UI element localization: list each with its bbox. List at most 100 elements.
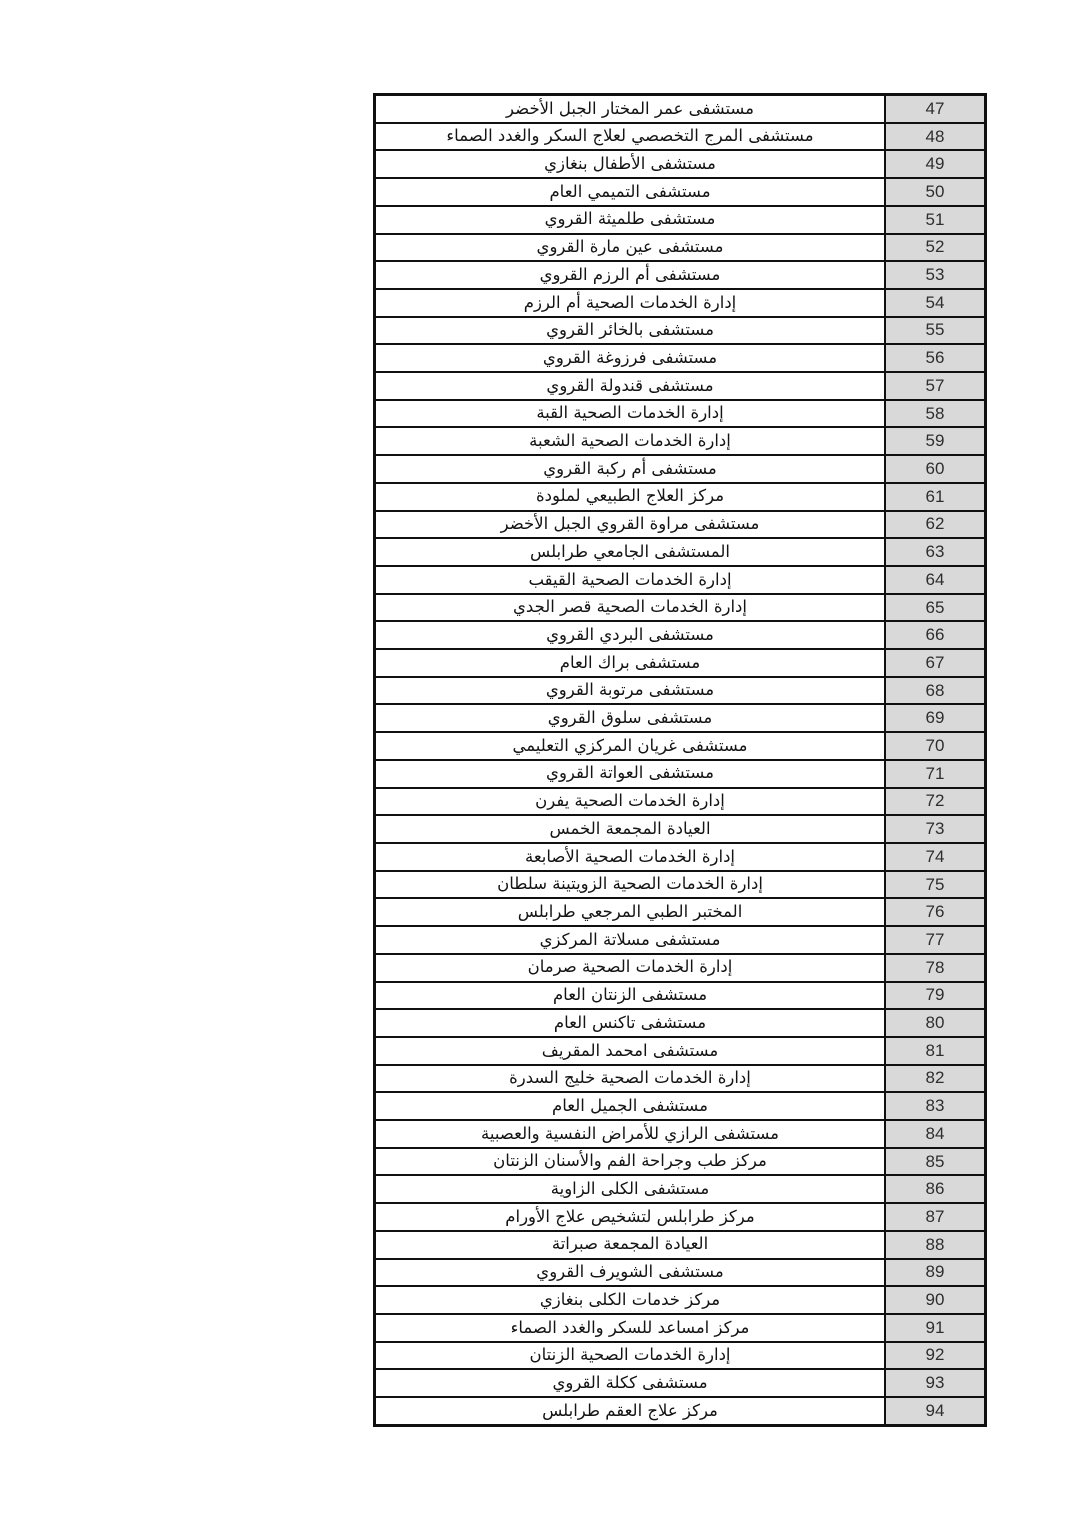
- facility-name-cell: المستشفى الجامعي طرابلس: [376, 539, 884, 565]
- facility-name-cell: مركز علاج العقم طرابلس: [376, 1398, 884, 1424]
- facility-name-cell: مستشفى أم ركبة القروي: [376, 456, 884, 482]
- row-number-cell: 50: [884, 179, 984, 205]
- table-row: المستشفى الجامعي طرابلس 63: [376, 539, 984, 567]
- table-row: مركز امساعد للسكر والغدد الصماء 91: [376, 1314, 984, 1343]
- row-number-cell: 52: [884, 234, 984, 261]
- row-number-cell: 66: [884, 622, 984, 649]
- table-row: مستشفى امحمد المقريف 81: [376, 1037, 984, 1066]
- table-row: مستشفى ككلة القروي 93: [376, 1370, 984, 1399]
- table-row: إدارة الخدمات الصحية صرمان 78: [376, 954, 984, 983]
- row-number-cell: 71: [884, 760, 984, 787]
- table-row: إدارة الخدمات الصحية الشعبة 59: [376, 428, 984, 457]
- facility-name-cell: مستشفى العواتة القروي: [376, 760, 884, 787]
- table-row: مستشفى مسلاتة المركزي 77: [376, 927, 984, 955]
- table-row: إدارة الخدمات الصحية قصر الجدي 65: [376, 594, 984, 623]
- row-number-cell: 81: [884, 1037, 984, 1064]
- facility-name-cell: مستشفى الشويرف القروي: [376, 1259, 884, 1286]
- facility-name-cell: مستشفى سلوق القروي: [376, 705, 884, 732]
- table-row: مستشفى مرتوبة القروي 68: [376, 677, 984, 706]
- table-row: مستشفى الشويرف القروي 89: [376, 1259, 984, 1288]
- table-row: مستشفى سلوق القروي 69: [376, 705, 984, 734]
- facility-name-cell: مستشفى المرج التخصصي لعلاج السكر والغدد …: [376, 123, 884, 150]
- facility-name-cell: مستشفى عمر المختار الجبل الأخضر: [376, 96, 884, 122]
- row-number-cell: 64: [884, 566, 984, 593]
- facility-name-cell: مستشفى غريان المركزي التعليمي: [376, 733, 884, 759]
- row-number-cell: 79: [884, 982, 984, 1009]
- row-number-cell: 72: [884, 788, 984, 815]
- facility-name-cell: إدارة الخدمات الصحية يفرن: [376, 788, 884, 815]
- table-row: مركز علاج العقم طرابلس 94: [376, 1398, 984, 1424]
- row-number-cell: 88: [884, 1231, 984, 1258]
- facility-name-cell: إدارة الخدمات الصحية صرمان: [376, 954, 884, 981]
- table-row: مستشفى الأطفال بنغازي 49: [376, 151, 984, 180]
- table-row: مستشفى الرازي للأمراض النفسية والعصبية 8…: [376, 1121, 984, 1149]
- row-number-cell: 89: [884, 1259, 984, 1286]
- table-row: إدارة الخدمات الصحية الزويتينة سلطان 75: [376, 871, 984, 900]
- table-row: مستشفى مراوة القروي الجبل الأخضر 62: [376, 511, 984, 540]
- facility-name-cell: مستشفى مرتوبة القروي: [376, 677, 884, 704]
- row-number-cell: 58: [884, 400, 984, 427]
- table-row: مركز خدمات الكلى بنغازي 90: [376, 1287, 984, 1315]
- facility-name-cell: مستشفى الرازي للأمراض النفسية والعصبية: [376, 1121, 884, 1147]
- row-number-cell: 61: [884, 483, 984, 510]
- facility-name-cell: إدارة الخدمات الصحية الزنتان: [376, 1342, 884, 1369]
- facility-name-cell: مستشفى طلميثة القروي: [376, 206, 884, 233]
- row-number-cell: 84: [884, 1121, 984, 1147]
- facility-name-cell: العيادة المجمعة صبراتة: [376, 1231, 884, 1258]
- facility-name-cell: مستشفى براك العام: [376, 650, 884, 676]
- facility-name-cell: مستشفى قندولة القروي: [376, 373, 884, 399]
- row-number-cell: 60: [884, 456, 984, 482]
- facilities-table: مستشفى عمر المختار الجبل الأخضر 47 مستشف…: [373, 93, 987, 1427]
- facility-name-cell: مستشفى امحمد المقريف: [376, 1037, 884, 1064]
- facility-name-cell: مستشفى مراوة القروي الجبل الأخضر: [376, 511, 884, 538]
- facility-name-cell: مركز امساعد للسكر والغدد الصماء: [376, 1314, 884, 1341]
- facility-name-cell: مستشفى الكلى الزاوية: [376, 1176, 884, 1203]
- row-number-cell: 48: [884, 123, 984, 150]
- facility-name-cell: مستشفى أم الرزم القروي: [376, 262, 884, 288]
- row-number-cell: 67: [884, 650, 984, 676]
- row-number-cell: 53: [884, 262, 984, 288]
- row-number-cell: 87: [884, 1204, 984, 1230]
- table-row: مستشفى أم الرزم القروي 53: [376, 262, 984, 290]
- table-row: مستشفى العواتة القروي 71: [376, 760, 984, 789]
- table-row: مستشفى التميمي العام 50: [376, 179, 984, 207]
- facility-name-cell: إدارة الخدمات الصحية الأصابعة: [376, 843, 884, 870]
- row-number-cell: 55: [884, 317, 984, 344]
- table-row: مركز طب وجراحة الفم والأسنان الزنتان 85: [376, 1148, 984, 1177]
- facility-name-cell: مستشفى ككلة القروي: [376, 1370, 884, 1397]
- table-row: مستشفى الكلى الزاوية 86: [376, 1176, 984, 1205]
- table-row: إدارة الخدمات الصحية القيقب 64: [376, 566, 984, 595]
- row-number-cell: 47: [884, 96, 984, 122]
- table-row: مركز العلاج الطبيعي لملودة 61: [376, 483, 984, 512]
- facility-name-cell: مركز طرابلس لتشخيص علاج الأورام: [376, 1204, 884, 1230]
- facility-name-cell: مركز خدمات الكلى بنغازي: [376, 1287, 884, 1313]
- facility-name-cell: مستشفى تاكنس العام: [376, 1010, 884, 1036]
- facility-name-cell: إدارة الخدمات الصحية الزويتينة سلطان: [376, 871, 884, 898]
- facility-name-cell: مستشفى البردي القروي: [376, 622, 884, 649]
- table-row: إدارة الخدمات الصحية خليج السدرة 82: [376, 1065, 984, 1094]
- row-number-cell: 68: [884, 677, 984, 704]
- row-number-cell: 63: [884, 539, 984, 565]
- facility-name-cell: العيادة المجمعة الخمس: [376, 816, 884, 842]
- facility-name-cell: مستشفى الأطفال بنغازي: [376, 151, 884, 178]
- row-number-cell: 74: [884, 843, 984, 870]
- table-row: مستشفى طلميثة القروي 51: [376, 206, 984, 235]
- row-number-cell: 73: [884, 816, 984, 842]
- row-number-cell: 94: [884, 1398, 984, 1424]
- facility-name-cell: مركز طب وجراحة الفم والأسنان الزنتان: [376, 1148, 884, 1175]
- row-number-cell: 57: [884, 373, 984, 399]
- facility-name-cell: مستشفى فرزوغة القروي: [376, 345, 884, 372]
- facility-name-cell: إدارة الخدمات الصحية أم الرزم: [376, 289, 884, 316]
- facility-name-cell: إدارة الخدمات الصحية القيقب: [376, 566, 884, 593]
- row-number-cell: 76: [884, 899, 984, 926]
- table-row: مستشفى براك العام 67: [376, 650, 984, 678]
- row-number-cell: 77: [884, 927, 984, 953]
- table-row: مستشفى أم ركبة القروي 60: [376, 456, 984, 484]
- row-number-cell: 62: [884, 511, 984, 538]
- row-number-cell: 54: [884, 289, 984, 316]
- facility-name-cell: مستشفى عين مارة القروي: [376, 234, 884, 261]
- table-row: مستشفى عمر المختار الجبل الأخضر 47: [376, 96, 984, 124]
- table-row: مستشفى قندولة القروي 57: [376, 373, 984, 401]
- table-row: مستشفى الجميل العام 83: [376, 1093, 984, 1122]
